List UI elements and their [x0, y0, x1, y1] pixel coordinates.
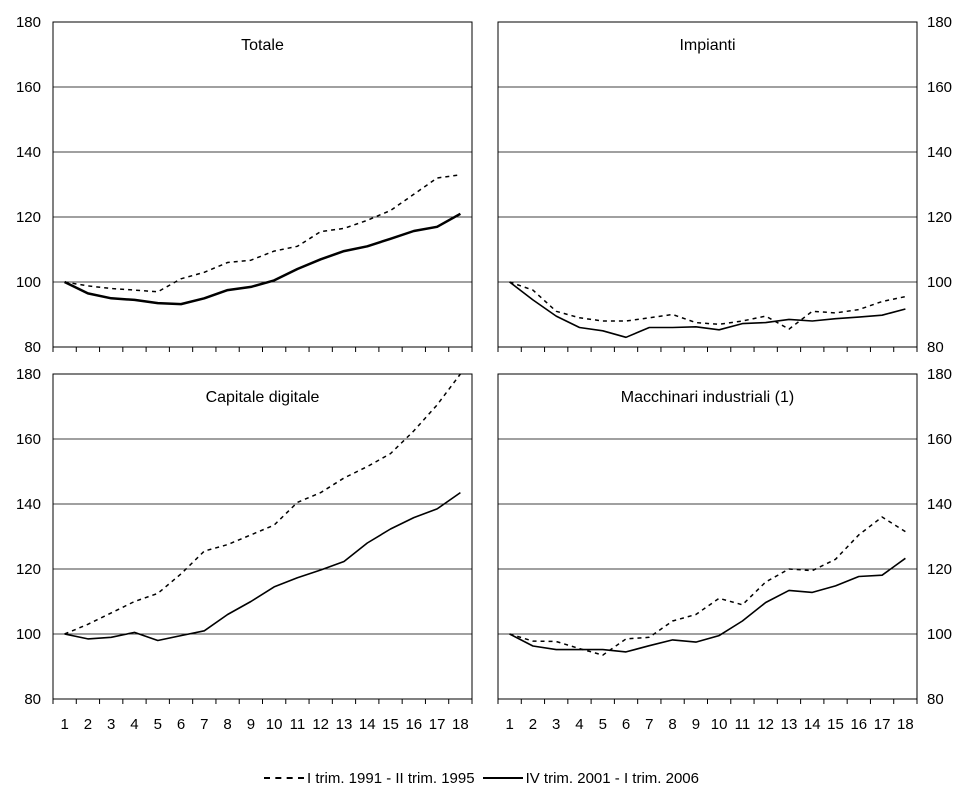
series-line-dashed	[64, 174, 461, 293]
panel-title: Capitale digitale	[206, 389, 320, 406]
series-line-solid	[509, 557, 906, 653]
legend-swatch-dashed	[264, 777, 305, 779]
x-tick-label: 3	[552, 716, 560, 733]
panel-frame	[52, 373, 473, 700]
panel-title: Impianti	[679, 37, 735, 54]
x-tick-label: 9	[247, 716, 255, 733]
y-tick-label: 180	[16, 14, 41, 31]
y-tick-label: 140	[16, 144, 41, 161]
x-tick-label: 5	[154, 716, 162, 733]
x-tick-label: 17	[429, 716, 446, 733]
panel-2: 80 100 120 140 160 180 Impianti	[497, 14, 952, 356]
y-tick-label: 120	[16, 561, 41, 578]
x-tick-label: 12	[757, 716, 774, 733]
x-tick-label: 8	[223, 716, 231, 733]
x-tick-label: 7	[645, 716, 653, 733]
y-tick-label: 120	[16, 209, 41, 226]
series-line-solid	[509, 281, 906, 339]
x-tick-label: 11	[735, 716, 751, 733]
panel-frame	[497, 21, 918, 348]
x-tick-label: 11	[290, 716, 306, 733]
series-line-solid	[64, 491, 461, 642]
legend: I trim. 1991 - II trim. 1995 IV trim. 20…	[0, 768, 963, 788]
series-line-dashed	[509, 516, 906, 656]
x-tick-label: 1	[60, 716, 68, 733]
x-tick-label: 3	[107, 716, 115, 733]
x-tick-label: 15	[827, 716, 844, 733]
y-tick-label: 160	[927, 79, 952, 96]
x-tick-label: 2	[84, 716, 92, 733]
x-tick-label: 18	[452, 716, 469, 733]
legend-swatch-solid	[482, 777, 523, 779]
y-tick-label: 140	[927, 144, 952, 161]
x-tick-label: 6	[622, 716, 630, 733]
y-tick-label: 180	[927, 366, 952, 383]
x-tick-label: 15	[382, 716, 399, 733]
panel-1: 80 100 120 140 160 180 Totale	[16, 14, 473, 356]
x-tick-label: 2	[529, 716, 537, 733]
y-tick-label: 180	[16, 366, 41, 383]
series-line-dashed	[509, 281, 906, 330]
legend-label-solid: IV trim. 2001 - I trim. 2006	[525, 769, 699, 787]
y-tick-label: 140	[927, 496, 952, 513]
x-tick-label: 14	[804, 716, 821, 733]
chart-canvas: 80100120140160180Totale80100120140160180…	[16, 14, 952, 733]
y-tick-label: 80	[24, 339, 41, 356]
panel-title: Macchinari industriali (1)	[621, 389, 794, 406]
x-tick-label: 5	[599, 716, 607, 733]
x-tick-label: 12	[312, 716, 329, 733]
x-tick-label: 1	[505, 716, 513, 733]
legend-item-dashed: I trim. 1991 - II trim. 1995	[264, 770, 475, 787]
x-tick-label: 16	[405, 716, 422, 733]
x-tick-label: 16	[850, 716, 867, 733]
x-tick-label: 7	[200, 716, 208, 733]
x-tick-label: 18	[897, 716, 914, 733]
series-line-solid	[64, 212, 462, 306]
y-tick-label: 80	[24, 691, 41, 708]
x-tick-label: 13	[781, 716, 798, 733]
x-tick-label: 14	[359, 716, 376, 733]
x-tick-label: 13	[336, 716, 353, 733]
y-tick-label: 160	[16, 431, 41, 448]
y-tick-label: 100	[16, 626, 41, 643]
x-tick-label: 10	[266, 716, 283, 733]
legend-item-solid: IV trim. 2001 - I trim. 2006	[482, 769, 699, 787]
panel-title: Totale	[241, 37, 284, 54]
y-tick-label: 100	[16, 274, 41, 291]
y-tick-label: 180	[927, 14, 952, 31]
x-tick-label: 8	[668, 716, 676, 733]
y-tick-label: 120	[927, 561, 952, 578]
x-tick-label: 6	[177, 716, 185, 733]
y-tick-label: 160	[927, 431, 952, 448]
y-tick-label: 100	[927, 274, 952, 291]
x-tick-label: 10	[711, 716, 728, 733]
y-tick-label: 140	[16, 496, 41, 513]
legend-label-dashed: I trim. 1991 - II trim. 1995	[307, 769, 475, 787]
series-line-dashed	[64, 373, 461, 635]
y-tick-label: 100	[927, 626, 952, 643]
x-tick-label: 4	[575, 716, 583, 733]
x-tick-label: 9	[692, 716, 700, 733]
y-tick-label: 80	[927, 339, 944, 356]
x-tick-label: 4	[130, 716, 138, 733]
y-tick-label: 160	[16, 79, 41, 96]
x-tick-label: 17	[874, 716, 891, 733]
y-tick-label: 80	[927, 691, 944, 708]
y-tick-label: 120	[927, 209, 952, 226]
